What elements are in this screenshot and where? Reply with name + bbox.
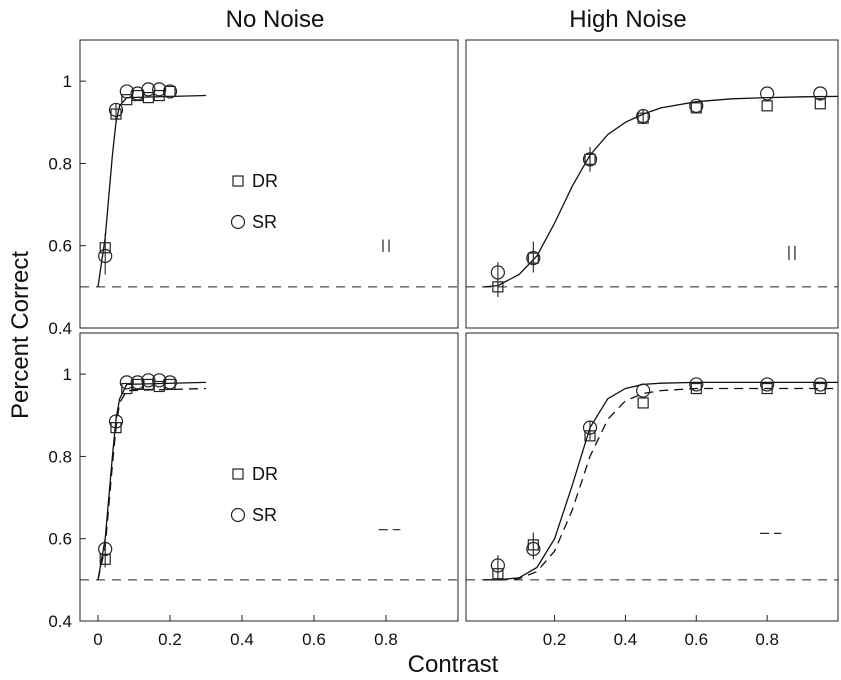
x-axis-title: Contrast [408, 651, 499, 678]
panel-top-right [465, 39, 839, 329]
point-sr [526, 541, 541, 557]
y-tick-label: 0.6 [48, 530, 72, 549]
point-sr [98, 541, 113, 557]
y-tick-label: 1 [63, 72, 72, 91]
point-sr [98, 248, 113, 264]
panel-bottom-left: 0.4 0.6 0.8 1 0 0.2 0.4 0.6 0.8 DR SR [48, 332, 459, 649]
panel-top-left: 0.4 0.6 0.8 1 DR SR [48, 39, 459, 338]
point-sr [689, 377, 704, 392]
point-sr [119, 375, 134, 390]
point-dr [153, 380, 165, 393]
point-sr [141, 82, 156, 97]
x-tick-label: 0.6 [684, 630, 708, 649]
panel-frame [465, 39, 839, 329]
x-tick-label: 0 [93, 630, 102, 649]
y-axis-title: Percent Correct [7, 251, 34, 419]
legend-label-dr: DR [252, 464, 278, 484]
x-tick-label: 0.2 [158, 630, 182, 649]
point-dr [121, 382, 133, 395]
chart-panels: 0.4 0.6 0.8 1 DR SR 0.4 0.6 0.8 1 0 0.2 0.4 0.6 0.8 DR S… [48, 39, 839, 649]
point-sr [152, 82, 167, 97]
point-sr [813, 377, 828, 392]
point-sr [582, 152, 598, 167]
x-tick-label: 0.4 [230, 630, 254, 649]
point-dr [164, 85, 176, 98]
point-sr [490, 558, 505, 573]
y-tick-label: 0.8 [48, 154, 72, 173]
point-sr [141, 373, 156, 388]
point-sr [582, 420, 598, 435]
column-title-no-noise: No Noise [226, 6, 325, 33]
legend-marker-circle [230, 214, 246, 230]
point-sr [689, 98, 704, 113]
point-sr [152, 373, 167, 388]
legend-marker-square [232, 468, 244, 480]
x-tick-label: 0.2 [543, 630, 567, 649]
point-dr [121, 94, 133, 106]
point-dr [814, 98, 826, 110]
point-sr [760, 377, 775, 392]
point-sr [490, 265, 505, 280]
point-sr [636, 383, 651, 398]
panel-frame [79, 39, 459, 329]
y-tick-label: 0.6 [48, 237, 72, 256]
legend-label-dr: DR [252, 171, 278, 191]
y-tick-label: 0.8 [48, 447, 72, 466]
point-sr [119, 84, 134, 99]
panel-frame [79, 332, 459, 622]
point-sr [813, 86, 828, 101]
fit-curve-solid [483, 95, 839, 288]
point-dr [99, 242, 111, 254]
point-sr [636, 109, 651, 124]
point-sr [162, 375, 178, 390]
y-tick-label: 1 [63, 365, 72, 384]
fit-curve-dashed [483, 387, 838, 581]
point-dr [584, 153, 596, 165]
column-title-high-noise: High Noise [569, 6, 686, 33]
panel-bottom-right: 0.2 0.4 0.6 0.8 [465, 332, 839, 649]
point-sr [108, 102, 124, 118]
point-sr [760, 86, 775, 101]
point-dr [637, 397, 649, 409]
point-dr [527, 252, 539, 264]
panel-frame [465, 332, 839, 622]
fit-curve-dashed [97, 387, 207, 581]
point-dr [142, 91, 154, 104]
point-sr [526, 250, 541, 266]
y-tick-label: 0.4 [48, 319, 72, 338]
point-dr [110, 422, 122, 434]
legend-label-sr: SR [252, 505, 277, 525]
point-sr [162, 84, 178, 99]
y-tick-label: 0.4 [48, 612, 72, 631]
legend-label-sr: SR [252, 212, 277, 232]
point-dr [584, 430, 596, 442]
point-sr [130, 375, 145, 390]
fit-curve-solid [97, 94, 207, 287]
legend-marker-square [232, 175, 244, 187]
point-dr [153, 89, 165, 102]
x-tick-label: 0.4 [614, 630, 638, 649]
fit-curve-solid [97, 381, 207, 581]
point-dr [492, 281, 504, 293]
x-tick-label: 0.6 [302, 630, 326, 649]
point-dr [492, 568, 504, 580]
x-tick-label: 0.8 [755, 630, 779, 649]
point-dr [761, 100, 773, 112]
point-sr [108, 414, 124, 429]
legend-marker-circle [230, 507, 246, 523]
x-tick-label: 0.8 [374, 630, 398, 649]
point-dr [99, 553, 111, 565]
